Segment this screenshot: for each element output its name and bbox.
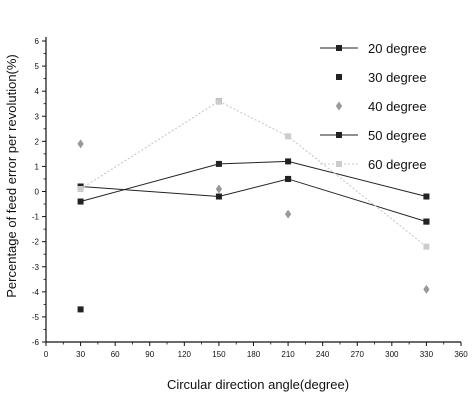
data-point [285, 175, 292, 182]
x-tick-label: 60 [111, 350, 120, 359]
y-tick-label: -5 [32, 313, 40, 322]
data-point [215, 193, 222, 200]
y-tick-label: 5 [35, 62, 40, 71]
y-tick-label: 0 [35, 188, 40, 197]
data-point [77, 185, 84, 192]
x-tick-label: 240 [316, 350, 330, 359]
series-1 [77, 158, 430, 205]
y-tick-label: -6 [32, 338, 40, 347]
legend-label: 40 degree [368, 99, 427, 114]
x-tick-label: 120 [178, 350, 192, 359]
legend-label: 50 degree [368, 128, 427, 143]
data-point [77, 198, 84, 205]
data-point [285, 133, 292, 140]
y-tick-label: -2 [32, 238, 40, 247]
series-3 [77, 139, 430, 294]
data-point [284, 209, 292, 219]
y-tick-label: -4 [32, 288, 40, 297]
legend-label: 20 degree [368, 41, 427, 56]
x-tick-label: 90 [145, 350, 154, 359]
legend-item-2: 30 degree [336, 70, 427, 85]
x-tick-label: 270 [351, 350, 365, 359]
legend-marker [336, 45, 342, 51]
x-tick-label: 0 [44, 350, 49, 359]
data-point [215, 184, 223, 194]
data-point [423, 193, 430, 200]
x-axis-label: Circular direction angle(degree) [167, 377, 349, 392]
data-point [423, 243, 430, 250]
x-tick-label: 360 [454, 350, 468, 359]
data-point [215, 98, 222, 105]
y-tick-label: -1 [32, 213, 40, 222]
series-line [80, 178, 427, 223]
y-tick-label: 1 [35, 162, 40, 171]
series-line [80, 160, 427, 203]
legend-label: 30 degree [368, 70, 427, 85]
data-point [423, 218, 430, 225]
series-line [80, 100, 427, 248]
legend-item-1: 20 degree [320, 41, 427, 56]
data-point [77, 306, 84, 313]
series-5 [77, 98, 430, 250]
y-tick-label: 6 [35, 37, 40, 46]
x-tick-label: 210 [281, 350, 295, 359]
x-tick-label: 30 [76, 350, 85, 359]
legend: 20 degree 30 degree 40 degree 50 degree 60 d… [320, 41, 427, 172]
data-point [215, 160, 222, 167]
y-tick-label: -3 [32, 263, 40, 272]
legend-marker [336, 74, 342, 80]
legend-item-5: 60 degree [320, 157, 427, 172]
y-axis-label: Percentage of feed error per revolution(… [4, 54, 19, 298]
series-4 [77, 175, 430, 225]
legend-label: 60 degree [368, 157, 427, 172]
x-tick-label: 300 [385, 350, 399, 359]
data-point [423, 284, 430, 294]
y-tick-label: 4 [35, 87, 40, 96]
x-tick-label: 330 [420, 350, 434, 359]
legend-item-3: 40 degree [335, 99, 427, 114]
legend-marker [335, 101, 343, 111]
x-tick-label: 150 [212, 350, 226, 359]
legend-marker [336, 132, 342, 138]
y-tick-label: 2 [35, 137, 40, 146]
legend-marker [336, 161, 342, 167]
data-point [285, 158, 292, 165]
x-tick-label: 180 [247, 350, 261, 359]
legend-item-4: 50 degree [320, 128, 427, 143]
axes: 0 30 60 90 120 150 180 210 240 270 300 330 360-6-5-4… [32, 37, 468, 359]
series-layer [77, 98, 430, 313]
y-tick-label: 3 [35, 112, 40, 121]
data-point [77, 139, 84, 149]
